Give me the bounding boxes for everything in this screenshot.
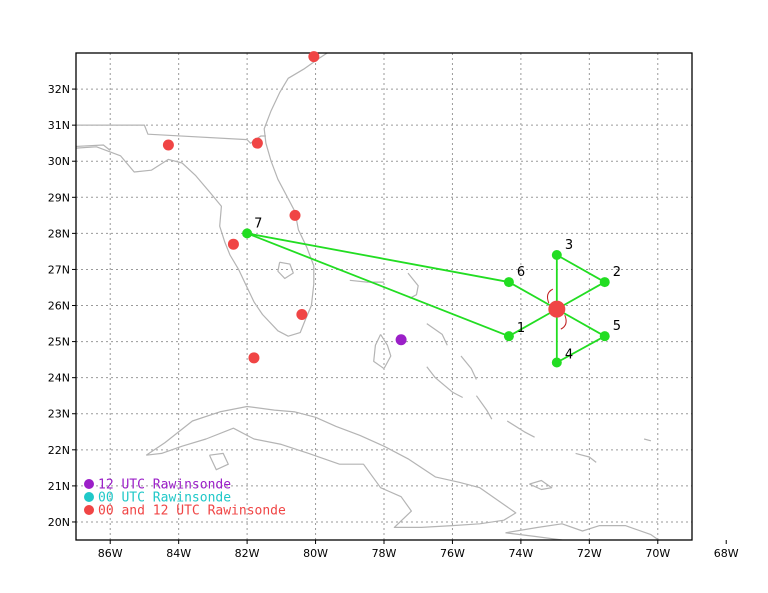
coastline-jamaica-dots [643, 438, 652, 442]
tick-label-lon: 86W [98, 547, 123, 560]
dropsonde-label: 3 [565, 238, 573, 253]
coastline-bahamas-inagua [529, 479, 553, 491]
tick-label-lat: 31N [48, 119, 70, 132]
legend-label: 00 UTC Rawinsonde [98, 491, 231, 506]
dropsonde-label: 7 [254, 216, 262, 231]
tick-label-lat: 28N [48, 227, 70, 240]
tick-label-lon: 68W [714, 547, 739, 560]
legend-swatch [84, 479, 94, 489]
rawinsonde-stations [162, 51, 407, 364]
latitude-axis: 20N 21N 22N 23N 24N 25N 26N 27N 28N 29N 30N 31N 32N [48, 83, 76, 529]
rawinsonde-station [289, 209, 301, 221]
dropsonde-point [551, 250, 562, 261]
tick-label-lat: 23N [48, 408, 70, 421]
track-segment [508, 281, 558, 310]
map-frame [75, 52, 693, 541]
dropsonde-label: 6 [517, 265, 525, 280]
longitude-axis: 86W 84W 82W 80W 78W 76W 74W 72W 70W 68W [98, 540, 739, 560]
coastline-bahamas-cat [460, 355, 477, 380]
dropsonde-point [599, 277, 610, 288]
lake-okeechobee [277, 261, 294, 280]
coastline-state-line [76, 124, 266, 144]
track-segment [556, 254, 606, 283]
graticule [76, 53, 692, 540]
legend-swatch [84, 505, 94, 515]
wind-arc [547, 288, 554, 304]
legend-swatch [84, 492, 94, 502]
tick-label-lon: 84W [166, 547, 191, 560]
coastline-panhandle-coast [76, 144, 111, 151]
tick-label-lon: 70W [645, 547, 670, 560]
coastline-bahamas-abaco [407, 272, 419, 299]
tick-label-lon: 80W [303, 547, 328, 560]
dropsonde-point [551, 357, 562, 368]
track-segment [246, 232, 510, 338]
tick-label-lat: 20N [48, 516, 70, 529]
rawinsonde-station [227, 238, 239, 250]
dropsonde-points: 1 2 3 4 5 6 7 [242, 216, 621, 368]
coastline-hispaniola [505, 523, 660, 540]
storm-center-marker [548, 300, 566, 318]
dropsonde-point [503, 277, 514, 288]
coastline-bahamas-grandbahama [349, 279, 384, 283]
dropsonde-point [503, 331, 514, 342]
tick-label-lon: 78W [372, 547, 397, 560]
coastline-bahamas-andros [373, 334, 392, 370]
track-segment [508, 308, 558, 337]
track-segment [246, 232, 510, 283]
legend-label: 00 and 12 UTC Rawinsonde [98, 504, 286, 519]
dropsonde-label: 1 [517, 321, 525, 336]
coastline-bahamas-acklins [506, 420, 535, 438]
tick-label-lat: 29N [48, 191, 70, 204]
flight-track [246, 232, 606, 364]
rawinsonde-station [248, 352, 260, 364]
coastline-isla-juventud [208, 452, 229, 471]
tick-label-lat: 30N [48, 155, 70, 168]
dropsonde-label: 5 [613, 319, 621, 334]
coastline-bahamas-longisland [475, 395, 493, 420]
tick-label-lat: 26N [48, 300, 70, 313]
rawinsonde-station [395, 334, 407, 346]
coastline-bahamas-exuma [426, 366, 463, 399]
track-segment [556, 335, 606, 364]
legend-label: 12 UTC Rawinsonde [98, 478, 231, 493]
coastline-turks-caicos [575, 452, 597, 463]
dropsonde-label: 4 [565, 348, 573, 363]
dropsonde-point [242, 228, 253, 239]
coastline-hispaniola-west [505, 532, 563, 540]
tick-label-lat: 22N [48, 444, 70, 457]
track-segment [556, 281, 606, 310]
coastlines [76, 53, 660, 540]
tick-label-lat: 24N [48, 372, 70, 385]
tick-label-lat: 32N [48, 83, 70, 96]
dropsonde-point [599, 331, 610, 342]
coastline-bahamas-eleuthera [426, 323, 448, 346]
wind-barbs [547, 288, 567, 330]
track-segment [556, 308, 606, 337]
tick-label-lon: 76W [440, 547, 465, 560]
tick-label-lat: 27N [48, 263, 70, 276]
dropsonde-label: 2 [613, 265, 621, 280]
rawinsonde-station [308, 51, 320, 63]
rawinsonde-station [251, 137, 263, 149]
rawinsonde-station [162, 139, 174, 151]
coastline-florida-gulf-coast [76, 53, 329, 337]
tick-label-lon: 82W [235, 547, 260, 560]
storm-center [548, 300, 566, 318]
rawinsonde-station [296, 309, 308, 321]
wind-arc [560, 314, 567, 330]
tick-label-lon: 74W [508, 547, 533, 560]
tick-label-lat: 21N [48, 480, 70, 493]
coastline-cuba [145, 405, 517, 529]
tick-label-lat: 25N [48, 336, 70, 349]
tick-label-lon: 72W [577, 547, 602, 560]
